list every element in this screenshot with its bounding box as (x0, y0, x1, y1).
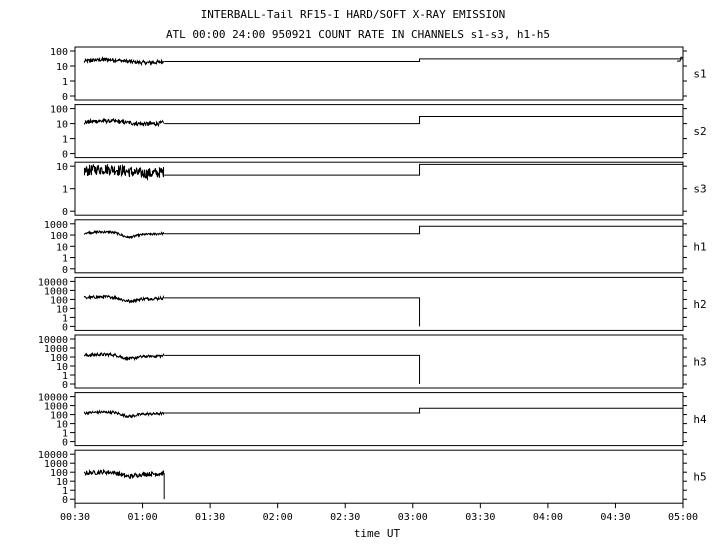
y-tick-label: 10 (56, 420, 68, 431)
y-tick-label: 0 (62, 495, 68, 506)
y-tick-label: 1000 (44, 286, 68, 297)
y-tick-label: 0 (62, 265, 68, 276)
panel-frame (74, 104, 684, 159)
y-tick-label: 1 (62, 486, 68, 497)
y-tick-label: 10000 (38, 393, 68, 404)
channel-label: h1 (693, 240, 706, 253)
x-tick-label: 02:30 (330, 512, 360, 523)
y-tick-label: 1000 (44, 344, 68, 355)
y-tick-label: 10 (56, 362, 68, 373)
y-tick-label: 1 (62, 371, 68, 382)
series-h2-step (164, 297, 421, 327)
y-tick-label: 0 (62, 150, 68, 161)
channel-label: h4 (693, 413, 707, 426)
y-tick-label: 10 (56, 162, 68, 173)
x-axis: 00:30 01:00 01:30 02:00 02:30 03:00 03:30 04:00… (60, 503, 698, 523)
panel-frame (74, 276, 684, 331)
panels: 1001010s11001010s21010s310001001010h1100… (38, 46, 707, 506)
y-tick-label: 0 (62, 380, 68, 391)
panel-frame (74, 334, 684, 389)
y-tick-label: 10 (56, 62, 68, 73)
y-tick-label: 100 (50, 295, 68, 306)
series-h4-noise (83, 409, 165, 419)
x-tick-label: 03:30 (465, 512, 495, 523)
series-h5-noise (83, 468, 165, 480)
y-tick-label: 0 (62, 438, 68, 449)
y-tick-label: 0 (62, 322, 68, 333)
y-tick-label: 1000 (44, 402, 68, 413)
y-tick-label: 100 (50, 353, 68, 364)
series-s1-noise (83, 55, 165, 67)
x-tick-label: 04:00 (533, 512, 563, 523)
panel-frame (74, 46, 684, 101)
y-tick-label: 10 (56, 304, 68, 315)
y-tick-label: 1000 (44, 220, 68, 231)
y-tick-label: 1 (62, 185, 68, 196)
channel-label: h3 (693, 356, 706, 369)
channel-label: s2 (693, 125, 706, 138)
y-tick-label: 1000 (44, 459, 68, 470)
chart-subtitle: ATL 00:00 24:00 950921 COUNT RATE IN CHA… (166, 28, 550, 41)
y-tick-label: 1 (62, 77, 68, 88)
x-tick-label: 05:00 (668, 512, 698, 523)
y-tick-label: 1 (62, 313, 68, 324)
x-tick-label: 01:00 (128, 512, 158, 523)
y-tick-label: 10 (56, 477, 68, 488)
y-tick-label: 10000 (38, 277, 68, 288)
chart-title: INTERBALL-Tail RF15-I HARD/SOFT X-RAY EM… (201, 8, 506, 21)
y-tick-label: 1 (62, 429, 68, 440)
series-s2-step (164, 115, 683, 125)
series-s1-end-noise (676, 56, 684, 62)
channel-label: s3 (693, 183, 706, 196)
series-h2-noise (83, 294, 165, 304)
y-tick-label: 10 (56, 120, 68, 131)
y-tick-label: 100 (50, 411, 68, 422)
y-tick-label: 100 (50, 105, 68, 116)
channel-label: h2 (693, 298, 706, 311)
x-tick-label: 01:30 (195, 512, 225, 523)
panel-frame (74, 449, 684, 504)
series-h1-step (164, 225, 683, 235)
series-h3-noise (83, 351, 165, 362)
y-tick-label: 100 (50, 468, 68, 479)
y-tick-label: 100 (50, 231, 68, 242)
series-h4-step (164, 407, 683, 414)
x-axis-label: time UT (354, 527, 401, 540)
series-s3-step (164, 163, 683, 176)
x-tick-label: 00:30 (60, 512, 90, 523)
x-tick-label: 02:00 (263, 512, 293, 523)
y-tick-label: 10000 (38, 450, 68, 461)
series-s3-noise (83, 163, 165, 182)
y-tick-label: 10000 (38, 335, 68, 346)
series-h1-noise (83, 229, 165, 239)
channel-label: h5 (693, 471, 706, 484)
series-s2-noise (83, 117, 165, 128)
y-tick-label: 1 (62, 135, 68, 146)
series-h3-step (164, 354, 421, 384)
channel-label: s1 (693, 68, 706, 81)
series-s1-step (164, 58, 683, 62)
y-tick-label: 0 (62, 92, 68, 103)
y-tick-label: 0 (62, 207, 68, 218)
x-tick-label: 03:00 (398, 512, 428, 523)
panel-frame (74, 392, 684, 447)
y-tick-label: 100 (50, 47, 68, 58)
y-tick-label: 10 (56, 242, 68, 253)
panel-frame (74, 161, 684, 216)
panel-frame (74, 219, 684, 274)
y-tick-label: 1 (62, 254, 68, 265)
x-tick-label: 04:30 (600, 512, 630, 523)
